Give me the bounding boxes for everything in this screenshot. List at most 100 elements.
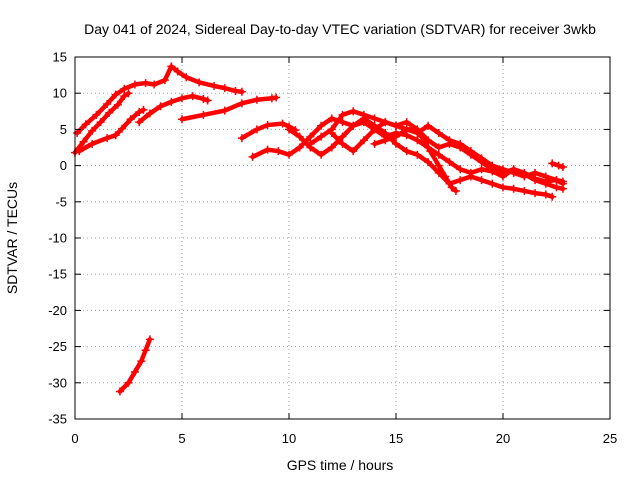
series-line [179, 95, 279, 122]
y-tick-label: -10 [48, 231, 67, 246]
x-tick-label: 5 [178, 431, 185, 446]
chart-title: Day 041 of 2024, Sidereal Day-to-day VTE… [84, 21, 596, 37]
data-point [541, 172, 550, 181]
data-point [141, 79, 150, 88]
y-axis-label: SDTVAR / TECUs [4, 182, 20, 294]
data-point [370, 125, 379, 134]
data-point [558, 184, 567, 193]
x-tick-label: 20 [496, 431, 510, 446]
data-point [558, 163, 567, 172]
data-point [509, 184, 518, 193]
y-tick-label: -20 [48, 303, 67, 318]
data-point [111, 90, 120, 99]
data-point [115, 387, 124, 396]
data-point [520, 186, 529, 195]
series-track-i [306, 107, 567, 193]
data-point [167, 97, 176, 106]
data-point [295, 132, 304, 141]
data-point [466, 147, 475, 156]
data-point [541, 190, 550, 199]
data-point [130, 367, 139, 376]
data-point [141, 346, 150, 355]
series-track-f [237, 119, 300, 143]
data-point [402, 147, 411, 156]
data-point [413, 150, 422, 159]
data-point [477, 154, 486, 163]
data-point [120, 92, 129, 101]
data-point [135, 118, 144, 127]
data-point [441, 172, 450, 181]
data-point [295, 143, 304, 152]
data-point [554, 161, 563, 170]
data-point [317, 132, 326, 141]
y-tick-label: -35 [48, 412, 67, 427]
data-point [113, 100, 122, 109]
data-point [409, 125, 418, 134]
data-point [548, 192, 557, 201]
data-point [531, 176, 540, 185]
x-tick-label: 0 [71, 431, 78, 446]
data-point [520, 172, 529, 181]
data-point [338, 139, 347, 148]
data-point [203, 96, 212, 105]
data-point [424, 121, 433, 130]
data-point [237, 99, 246, 108]
data-point [272, 93, 281, 102]
data-point [220, 106, 229, 115]
data-point [252, 95, 261, 104]
data-point [285, 150, 293, 159]
data-point [445, 157, 454, 166]
data-point [130, 80, 139, 89]
data-point [120, 84, 129, 93]
data-point [477, 176, 486, 185]
data-point [252, 125, 261, 134]
data-point [274, 147, 283, 156]
data-point [531, 168, 540, 177]
data-point [338, 132, 347, 141]
data-point [139, 105, 148, 114]
data-series [71, 62, 567, 396]
y-tick-label: -30 [48, 375, 67, 390]
data-point [150, 80, 159, 89]
series-track-l [548, 159, 567, 172]
data-point [173, 67, 182, 76]
data-point [278, 119, 287, 128]
y-tick-label: -25 [48, 339, 67, 354]
x-tick-label: 15 [389, 431, 403, 446]
data-point [327, 114, 336, 123]
data-point [359, 110, 368, 119]
data-point [417, 132, 426, 141]
data-point [349, 107, 358, 116]
data-point [477, 165, 486, 174]
data-point [178, 94, 186, 103]
data-point [118, 124, 127, 133]
x-axis-label: GPS time / hours [287, 457, 394, 473]
data-point [445, 136, 454, 145]
data-point [210, 81, 219, 90]
data-point [79, 137, 88, 146]
data-point [456, 165, 465, 174]
data-point [531, 189, 540, 198]
data-point [451, 186, 460, 195]
x-tick-label: 10 [282, 431, 296, 446]
data-point [199, 94, 208, 103]
data-point [552, 183, 561, 192]
y-tick-label: -15 [48, 267, 67, 282]
y-tick-label: -5 [55, 194, 67, 209]
data-point [103, 100, 112, 109]
data-point [447, 183, 456, 192]
data-point [392, 132, 400, 141]
data-point [145, 335, 154, 344]
data-point [488, 179, 497, 188]
data-point [195, 78, 204, 87]
data-point [167, 62, 176, 71]
data-point [306, 132, 315, 141]
data-point [237, 134, 246, 143]
data-point [81, 120, 90, 129]
series-track-b [71, 89, 133, 157]
data-point [434, 143, 443, 152]
data-point [456, 176, 465, 185]
data-point [220, 84, 229, 93]
y-tick-labels: 15 10 5 0 -5 -10 -15 -20 -25 -30 -35 [48, 50, 67, 427]
data-point [509, 168, 518, 177]
